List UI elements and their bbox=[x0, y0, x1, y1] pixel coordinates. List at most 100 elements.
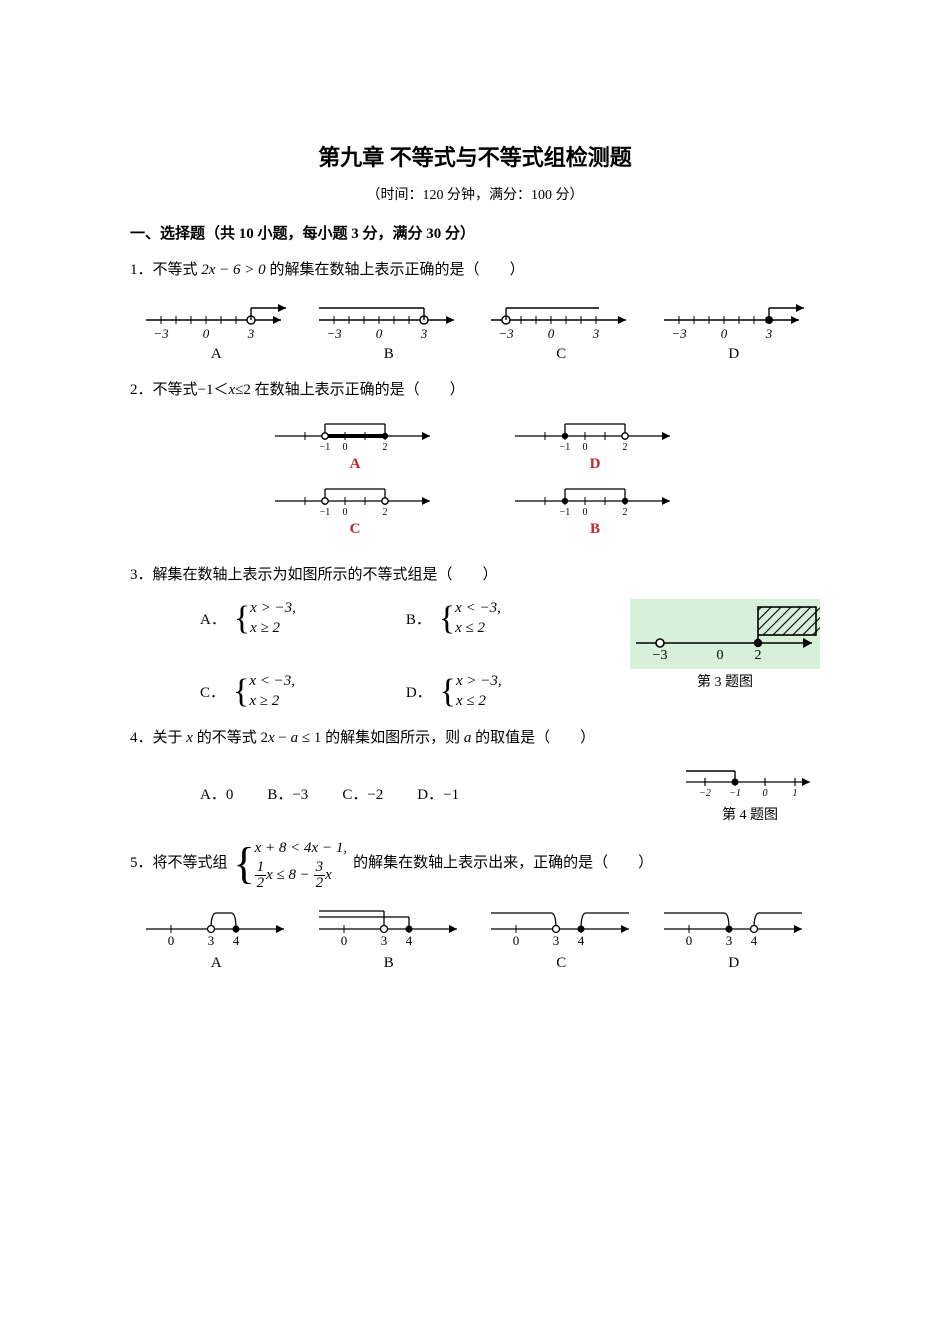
q4-option-b: B．−3 bbox=[267, 783, 308, 804]
svg-text:0: 0 bbox=[343, 507, 348, 518]
q5-system: { x + 8 < 4x − 1, 12x ≤ 8 − 32x bbox=[234, 836, 348, 891]
number-line-icon: 0 3 4 bbox=[309, 903, 469, 953]
q4-figure: −2 −1 0 1 第 4 题图 bbox=[680, 762, 820, 824]
q3-figure: −3 0 2 第 3 题图 bbox=[630, 599, 820, 691]
svg-text:0: 0 bbox=[203, 326, 210, 341]
option-letter: B． bbox=[406, 608, 431, 629]
svg-text:2: 2 bbox=[623, 442, 628, 453]
svg-text:−2: −2 bbox=[699, 788, 711, 799]
q5-option-d: 0 3 4 D bbox=[654, 903, 814, 972]
svg-text:−3: −3 bbox=[499, 326, 515, 341]
q5-option-b: 0 3 4 B bbox=[309, 903, 469, 972]
page-subtitle: （时间：120 分钟，满分：100 分） bbox=[130, 184, 820, 204]
q4-mid1: 的不等式 2 bbox=[197, 730, 268, 746]
q4-option-a: A．0 bbox=[200, 783, 233, 804]
option-label: D bbox=[654, 955, 814, 972]
svg-text:−1: −1 bbox=[320, 507, 331, 518]
svg-text:4: 4 bbox=[751, 933, 758, 948]
number-line-icon: −3 0 3 bbox=[136, 296, 296, 344]
q3-option-d: D． { x > −3, x ≤ 2 bbox=[406, 672, 502, 711]
question-4: 4．关于 x 的不等式 2x − a ≤ 1 的解集如图所示，则 a 的取值是（… bbox=[130, 725, 820, 752]
section-header: 一、选择题（共 10 小题，每小题 3 分，满分 30 分） bbox=[130, 222, 820, 243]
svg-text:2: 2 bbox=[755, 648, 762, 663]
q1-suffix: 的解集在数轴上表示正确的是（ ） bbox=[269, 262, 524, 278]
q4-mid3: ≤ 1 的解集如图所示，则 bbox=[298, 730, 460, 746]
svg-text:2: 2 bbox=[383, 442, 388, 453]
sys-line: x ≤ 2 bbox=[456, 692, 502, 712]
q4-option-d: D．−1 bbox=[417, 783, 459, 804]
q5-prefix: 5．将不等式组 bbox=[130, 850, 228, 877]
q2-option-c: −1 0 2 C bbox=[265, 479, 445, 538]
number-line-icon: −1 0 2 bbox=[505, 479, 685, 519]
sys-line: x < −3, bbox=[249, 672, 295, 692]
svg-text:3: 3 bbox=[553, 933, 560, 948]
option-label: D bbox=[505, 456, 685, 473]
q4-a: a bbox=[291, 730, 299, 746]
svg-text:0: 0 bbox=[686, 933, 693, 948]
q1-expr: 2x − 6 > 0 bbox=[201, 262, 265, 278]
question-3: 3．解集在数轴上表示为如图所示的不等式组是（ ） bbox=[130, 562, 820, 589]
option-label: C bbox=[481, 346, 641, 363]
sys-line: x ≥ 2 bbox=[249, 692, 295, 712]
option-label: B bbox=[309, 955, 469, 972]
q4-row: A．0 B．−3 C．−2 D．−1 −2 −1 0 1 第 4 题图 bbox=[130, 762, 820, 824]
q3-options: A． { x > −3, x ≥ 2 B． { x < −3, x ≤ 2 C．… bbox=[130, 599, 502, 711]
number-line-icon: 0 3 4 bbox=[481, 903, 641, 953]
svg-text:3: 3 bbox=[592, 326, 600, 341]
svg-text:−3: −3 bbox=[326, 326, 342, 341]
svg-text:0: 0 bbox=[376, 326, 383, 341]
q5-options: 0 3 4 A 0 3 4 bbox=[130, 903, 820, 972]
svg-text:3: 3 bbox=[381, 933, 388, 948]
question-5: 5．将不等式组 { x + 8 < 4x − 1, 12x ≤ 8 − 32x … bbox=[130, 836, 820, 891]
option-label: A bbox=[136, 955, 296, 972]
sys-line: x > −3, bbox=[456, 672, 502, 692]
number-line-icon: −2 −1 0 1 bbox=[680, 762, 820, 802]
q3-row: A． { x > −3, x ≥ 2 B． { x < −3, x ≤ 2 C．… bbox=[130, 599, 820, 711]
q5-option-c: 0 3 4 C bbox=[481, 903, 641, 972]
svg-text:0: 0 bbox=[583, 442, 588, 453]
sys-line: x + 8 < 4x − 1, bbox=[255, 836, 347, 860]
svg-text:0: 0 bbox=[343, 442, 348, 453]
option-label: A bbox=[265, 456, 445, 473]
option-letter: C． bbox=[200, 681, 225, 702]
svg-text:0: 0 bbox=[721, 326, 728, 341]
q4-x2: x bbox=[268, 730, 275, 746]
q1-option-c: −3 0 3 C bbox=[481, 296, 641, 363]
q2-suffix: ≤2 在数轴上表示正确的是（ ） bbox=[235, 382, 464, 398]
q1-option-a: −3 0 3 A bbox=[136, 296, 296, 363]
sys-line: x > −3, bbox=[250, 599, 296, 619]
svg-text:−3: −3 bbox=[154, 326, 170, 341]
q5-option-a: 0 3 4 A bbox=[136, 903, 296, 972]
number-line-icon: −1 0 2 bbox=[265, 414, 445, 454]
q4-mid2: − bbox=[275, 730, 291, 746]
sys-line: x ≥ 2 bbox=[250, 619, 296, 639]
option-label: C bbox=[481, 955, 641, 972]
q1-options: −3 0 3 A −3 0 3 bbox=[130, 296, 820, 363]
q1-option-b: −3 0 3 B bbox=[309, 296, 469, 363]
sys-line: x < −3, bbox=[455, 599, 501, 619]
svg-text:2: 2 bbox=[383, 507, 388, 518]
q3-option-b: B． { x < −3, x ≤ 2 bbox=[406, 599, 502, 638]
number-line-icon: 0 3 4 bbox=[654, 903, 814, 953]
q4-options: A．0 B．−3 C．−2 D．−1 bbox=[130, 783, 459, 804]
number-line-hatched-icon: −3 0 2 bbox=[630, 599, 820, 669]
svg-text:3: 3 bbox=[420, 326, 428, 341]
svg-text:−3: −3 bbox=[671, 326, 687, 341]
q5-suffix: 的解集在数轴上表示出来，正确的是（ ） bbox=[353, 850, 653, 877]
svg-text:2: 2 bbox=[623, 507, 628, 518]
q4-prefix: 4．关于 bbox=[130, 730, 183, 746]
number-line-icon: −3 0 3 bbox=[481, 296, 641, 344]
q1-option-d: −3 0 3 D bbox=[654, 296, 814, 363]
q4-suffix: 的取值是（ ） bbox=[475, 730, 595, 746]
figure-caption: 第 3 题图 bbox=[630, 671, 820, 691]
q1-prefix: 1．不等式 bbox=[130, 262, 198, 278]
q2-options: −1 0 2 A −1 0 bbox=[130, 414, 820, 538]
option-letter: D． bbox=[406, 681, 432, 702]
svg-text:0: 0 bbox=[341, 933, 348, 948]
svg-text:3: 3 bbox=[247, 326, 255, 341]
q4-option-c: C．−2 bbox=[342, 783, 383, 804]
option-label: D bbox=[654, 346, 814, 363]
svg-text:−3: −3 bbox=[653, 648, 668, 663]
figure-caption: 第 4 题图 bbox=[680, 804, 820, 824]
svg-text:−1: −1 bbox=[320, 442, 331, 453]
